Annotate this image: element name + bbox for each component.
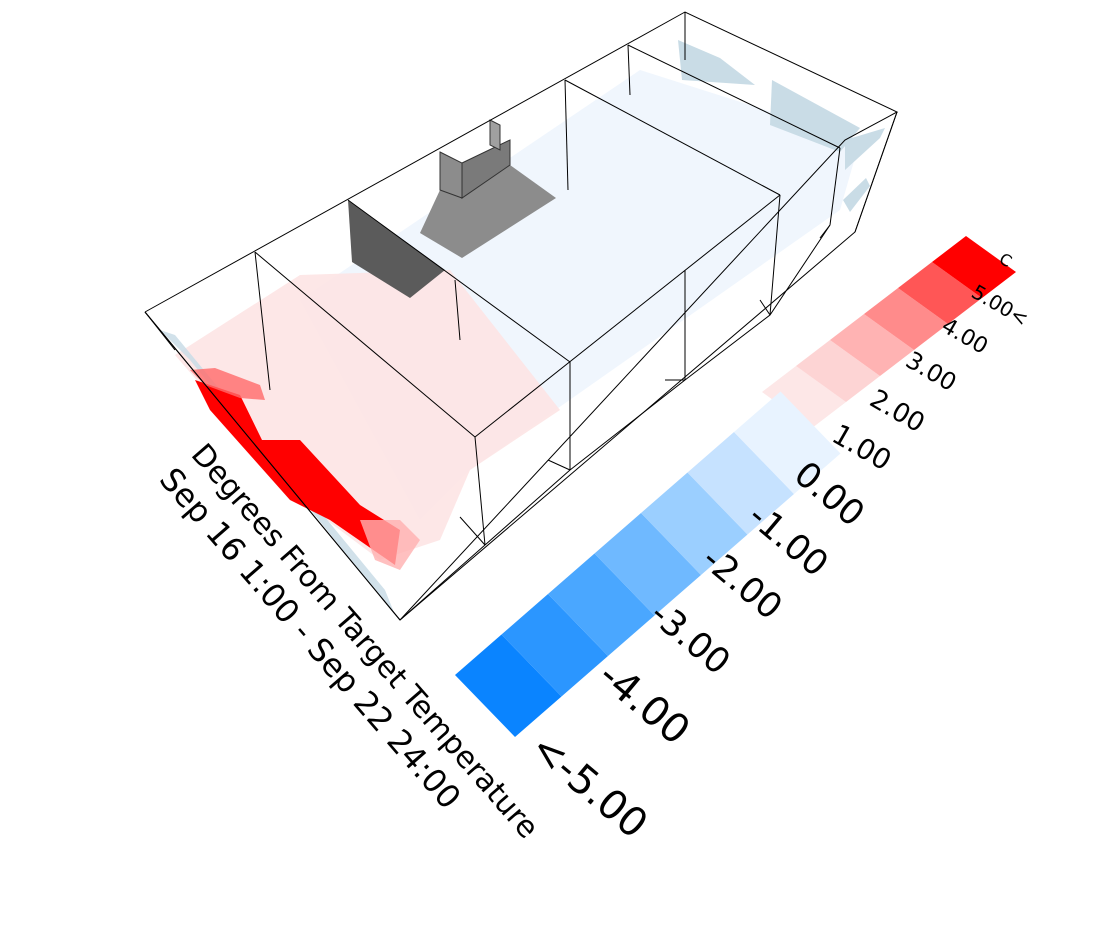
legend-label-cold-2: -3.00 [642,594,737,683]
legend-cold-swatch-0 [455,634,562,737]
legend-label-warm-2: 3.00 [901,346,961,397]
fixture-chimney-side [461,139,511,199]
warm-floor-zone [175,270,560,560]
wall-strip-top-1 [678,40,755,85]
legend-warm-swatch-5 [932,236,1016,298]
legend-cold-swatch-5 [687,432,794,535]
legend-warm-swatch-4 [898,262,982,324]
fixture-chimney-front [439,151,463,199]
legend-cold-swatch-2 [548,553,655,656]
legend-cold [455,391,841,737]
wall-strip-top-4 [843,178,870,212]
legend-warm-swatch-1 [796,340,880,402]
fixtures [348,119,556,298]
legend-cold-swatch-4 [641,472,748,575]
legend-warm-swatch-3 [864,288,948,350]
legend-label-warm-1: 2.00 [865,384,930,439]
legend-warm-swatch-2 [830,314,914,376]
hot-zone [195,380,400,565]
legend-warm [762,236,1016,428]
building-wireframe [144,11,899,621]
legend-warm-swatch-0 [762,366,846,428]
fixture-chimney-back [489,119,501,151]
legend-cold-swatch-6 [734,391,841,494]
legend-cold-swatch-3 [594,513,701,616]
legend-cold-swatch-1 [501,594,608,697]
legend-label-warm-3: 4.00 [937,314,992,360]
hot-zone-fringe [360,520,420,570]
hot-zone-edge [190,368,265,400]
legend-label-cold-1: -4.00 [590,652,699,754]
fixture-panel [348,200,445,298]
wall-strip-top-2 [770,80,860,152]
legend-label-warm-0: 1.00 [827,417,897,477]
legend-label-cold-0: <-5.00 [522,724,657,847]
wall-strip-top-3 [845,128,885,170]
legend-label-warm-4: 5.00< [968,280,1033,331]
